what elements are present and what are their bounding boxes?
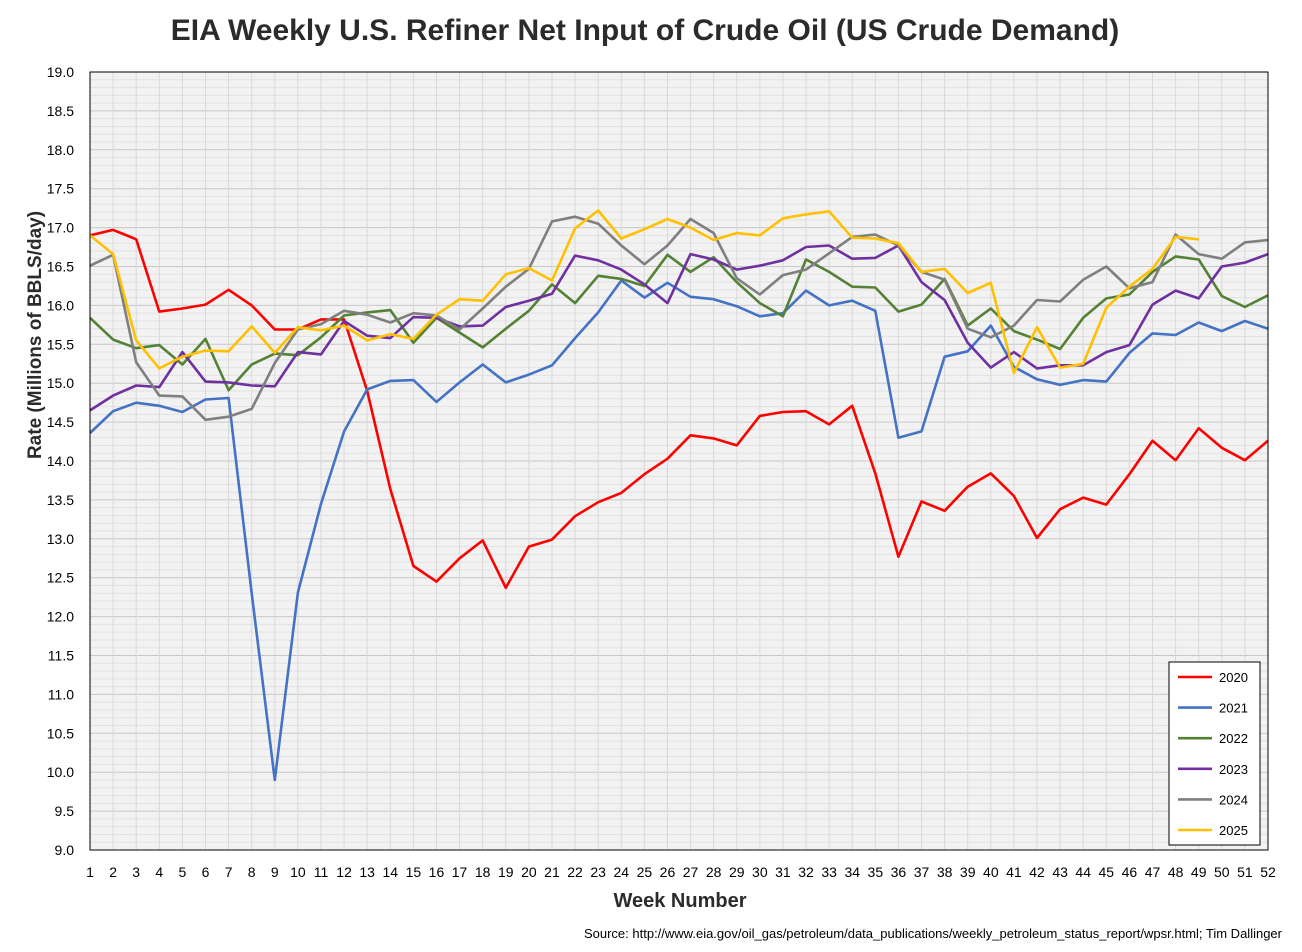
x-tick-label: 32 — [798, 864, 814, 880]
x-axis-label: Week Number — [613, 890, 747, 912]
x-tick-label: 20 — [521, 864, 537, 880]
x-tick-label: 41 — [1006, 864, 1022, 880]
x-tick-label: 18 — [475, 864, 491, 880]
x-tick-label: 14 — [382, 864, 398, 880]
x-tick-label: 16 — [429, 864, 445, 880]
x-tick-label: 29 — [729, 864, 745, 880]
x-tick-label: 31 — [775, 864, 791, 880]
legend: 2020 2021 2022 2023 2024 2025 — [1168, 661, 1261, 846]
y-tick-label: 16.0 — [47, 297, 74, 313]
x-tick-label: 33 — [821, 864, 837, 880]
y-tick-label: 9.0 — [55, 842, 75, 858]
y-tick-label: 18.5 — [47, 103, 74, 119]
x-tick-label: 8 — [248, 864, 256, 880]
x-tick-label: 48 — [1168, 864, 1184, 880]
y-tick-label: 17.0 — [47, 220, 74, 236]
chart-title: EIA Weekly U.S. Refiner Net Input of Cru… — [170, 14, 1120, 47]
legend-box — [1168, 661, 1261, 846]
x-tick-label: 34 — [844, 864, 860, 880]
y-axis-label: Rate (Millions of BBLS/day) — [25, 210, 46, 460]
x-tick-label: 45 — [1099, 864, 1115, 880]
series-line-2021 — [89, 279, 1269, 782]
x-tick-label: 46 — [1122, 864, 1138, 880]
y-tick-label: 12.5 — [47, 570, 74, 586]
y-tick-label: 16.5 — [47, 259, 74, 275]
x-tick-label: 21 — [544, 864, 560, 880]
x-tick-label: 17 — [452, 864, 468, 880]
y-tick-label: 14.5 — [47, 414, 74, 430]
x-tick-label: 42 — [1029, 864, 1045, 880]
x-tick-label: 5 — [178, 864, 186, 880]
y-tick-label: 10.0 — [47, 764, 74, 780]
x-tick-label: 38 — [937, 864, 953, 880]
x-tick-label: 7 — [225, 864, 233, 880]
x-tick-label: 37 — [914, 864, 930, 880]
x-tick-label: 39 — [960, 864, 976, 880]
legend-label-2022: 2022 — [1219, 731, 1248, 746]
x-tick-label: 30 — [752, 864, 768, 880]
x-tick-label: 25 — [637, 864, 653, 880]
x-tick-label: 19 — [498, 864, 514, 880]
series-lines — [89, 209, 1269, 782]
x-tick-label: 3 — [132, 864, 140, 880]
y-tick-label: 17.5 — [47, 181, 74, 197]
y-axis-ticks: 9.0 9.5 10.0 10.5 11.0 11.5 12.0 12.5 13.0 13.5 14… — [47, 64, 74, 858]
x-tick-label: 13 — [359, 864, 375, 880]
x-tick-label: 35 — [868, 864, 884, 880]
x-tick-label: 27 — [683, 864, 699, 880]
x-tick-label: 15 — [406, 864, 422, 880]
x-tick-label: 23 — [590, 864, 606, 880]
plot-border — [89, 71, 1269, 851]
y-tick-label: 13.0 — [47, 531, 74, 547]
x-tick-label: 44 — [1075, 864, 1091, 880]
y-tick-label: 15.0 — [47, 375, 74, 391]
grid-lines — [89, 71, 1269, 851]
legend-label-2021: 2021 — [1219, 701, 1248, 716]
y-tick-label: 14.0 — [47, 453, 74, 469]
y-tick-label: 13.5 — [47, 492, 74, 508]
x-tick-label: 47 — [1145, 864, 1161, 880]
x-tick-label: 9 — [271, 864, 279, 880]
series-line-2025 — [89, 209, 1199, 375]
series-line-2022 — [89, 253, 1269, 392]
x-tick-label: 11 — [314, 864, 329, 880]
legend-label-2024: 2024 — [1219, 792, 1248, 807]
x-tick-label: 36 — [891, 864, 907, 880]
x-tick-label: 6 — [202, 864, 210, 880]
x-tick-label: 22 — [567, 864, 583, 880]
x-tick-label: 10 — [290, 864, 306, 880]
x-tick-label: 1 — [86, 864, 94, 880]
y-tick-label: 11.0 — [48, 686, 74, 702]
x-tick-label: 28 — [706, 864, 722, 880]
x-tick-label: 2 — [109, 864, 117, 880]
y-tick-label: 15.5 — [47, 336, 74, 352]
x-axis-ticks: 1 2 3 4 5 6 7 8 9 10 11 12 13 14 15 16 17 18 19 20 21 22 23 24 2… — [86, 864, 1276, 880]
legend-label-2020: 2020 — [1219, 670, 1248, 685]
y-tick-label: 19.0 — [47, 64, 74, 80]
x-tick-label: 43 — [1052, 864, 1068, 880]
y-tick-label: 12.0 — [47, 609, 74, 625]
legend-label-2025: 2025 — [1219, 823, 1248, 838]
series-line-2020 — [89, 228, 1269, 590]
x-tick-label: 40 — [983, 864, 999, 880]
y-tick-label: 18.0 — [47, 142, 74, 158]
series-line-2024 — [89, 215, 1269, 422]
x-tick-label: 24 — [613, 864, 629, 880]
x-tick-label: 26 — [660, 864, 676, 880]
source-note: Source: http://www.eia.gov/oil_gas/petro… — [583, 926, 1282, 941]
x-tick-label: 4 — [155, 864, 163, 880]
legend-label-2023: 2023 — [1219, 762, 1248, 777]
x-tick-label: 51 — [1237, 864, 1253, 880]
x-tick-label: 52 — [1260, 864, 1276, 880]
x-tick-label: 50 — [1214, 864, 1230, 880]
x-tick-label: 49 — [1191, 864, 1207, 880]
y-tick-label: 10.5 — [47, 725, 74, 741]
x-tick-label: 12 — [336, 864, 352, 880]
y-tick-label: 9.5 — [55, 803, 75, 819]
y-tick-label: 11.5 — [48, 648, 74, 664]
